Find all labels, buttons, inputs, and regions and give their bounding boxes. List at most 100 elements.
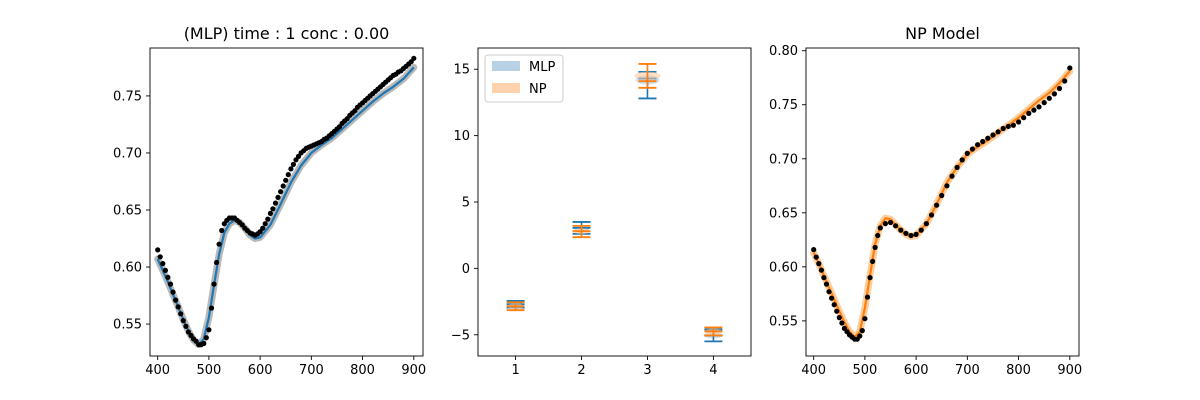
panel-3-data-point (867, 275, 873, 281)
panel-1-title: (MLP) time : 1 conc : 0.00 (184, 24, 390, 43)
panel-1-xtick-label: 900 (401, 363, 426, 378)
panel-3-xtick-label: 900 (1057, 363, 1082, 378)
panel-1-data-point (167, 281, 174, 287)
panel-3-data-point (1031, 107, 1037, 113)
panel-2-xtick-label: 4 (709, 363, 717, 378)
panel-1-xtick-label: 600 (248, 363, 273, 378)
panel-1-ytick-label: 0.60 (113, 261, 142, 276)
panel-3-xtick-label: 600 (904, 363, 929, 378)
panel-3-ytick-label: 0.60 (769, 260, 798, 275)
panel-1-data-point (178, 311, 184, 317)
panel-3-data-point (959, 157, 965, 163)
panel-3-ytick-label: 0.55 (769, 314, 798, 329)
panel-3-plot-area (810, 65, 1074, 342)
panel-1-data-point (211, 281, 217, 287)
panel-3-data-point (857, 333, 863, 339)
panel-3-data-point (928, 212, 935, 218)
panel-3-data-point (877, 225, 883, 231)
panel-3-data-point (818, 267, 825, 273)
panel-1-data-point (160, 261, 166, 267)
panel-3-data-point (862, 316, 868, 322)
panel-3-data-point (829, 295, 835, 301)
panel-3-data-point (913, 231, 919, 237)
panel-3-data-point (944, 183, 950, 189)
panel-3-data-point (1016, 119, 1022, 125)
panel-3-data-point (834, 308, 840, 314)
panel-3-xtick-label: 700 (955, 363, 980, 378)
panel-3-ytick-label: 0.75 (769, 98, 798, 113)
panel-1-data-point (262, 221, 268, 227)
panel-3-data-point (1000, 125, 1006, 132)
panel-3-data-point (964, 150, 970, 156)
panel-1-data-point (216, 241, 222, 247)
panel-1-data-point (219, 227, 225, 234)
panel-3-data-point (934, 202, 940, 208)
panel-3-data-point (918, 227, 924, 233)
panel-1-data-point (170, 289, 176, 295)
panel-violins: 1 2 3 4 −5 0 5 10 15 MLP NP (451, 47, 752, 378)
panel-3-data-point (1067, 65, 1073, 71)
panel-2-axes: 1 2 3 4 −5 0 5 10 15 (451, 47, 752, 378)
panel-3-data-point (1041, 100, 1047, 106)
panel-3-frame (805, 47, 1080, 357)
panel-1-xtick-label: 500 (196, 363, 221, 378)
panel-3-ytick-label: 0.80 (769, 44, 798, 59)
panel-3-data-point (823, 281, 830, 287)
panel-1-ytick-label: 0.70 (113, 146, 142, 161)
panel-2-xtick-label: 1 (511, 363, 519, 378)
panel-2-xtick-label: 3 (643, 363, 651, 378)
panel-3-data-point (836, 315, 842, 321)
panel-3-data-point (1010, 122, 1017, 128)
legend-label-np: NP (529, 82, 547, 97)
panel-3-model-line (812, 70, 1071, 339)
panel-1-frame (149, 47, 424, 357)
panel-3-data-point (975, 142, 981, 148)
panel-2-frame (477, 47, 752, 357)
panel-3-data-point (864, 294, 871, 300)
panel-3-data-point (1046, 95, 1052, 101)
panel-1-data-point (285, 172, 291, 178)
panel-3-data-point (831, 302, 837, 308)
panel-3-data-point (887, 219, 894, 226)
panel-1-data-point (155, 247, 161, 253)
panel-3-axes: 400 500 600 700 800 900 0.55 0.60 0.65 0.70 0.75 0.… (769, 44, 1082, 378)
panel-3-data-point (903, 230, 909, 236)
legend-label-mlp: MLP (529, 60, 555, 75)
panel-2-ytick-label: 5 (462, 196, 470, 211)
panel-3-data-point (980, 138, 986, 145)
panel-1-data-point (203, 335, 209, 341)
panel-3-data-point (872, 244, 878, 250)
panel-3-data-point (1005, 123, 1011, 129)
panel-1-data-point (278, 189, 284, 195)
panel-3-data-point (898, 227, 904, 233)
panel-3-data-point (1051, 91, 1057, 97)
panel-1-xtick-label: 700 (299, 363, 324, 378)
panel-3-data-point (870, 258, 876, 264)
panel-3-data-point (1062, 78, 1068, 84)
panel-3-data-point (908, 232, 914, 239)
panel-1-axes: 400 500 600 700 800 900 0.55 0.60 0.65 0.70 0.75 (113, 47, 426, 378)
panel-1-data-point (183, 323, 189, 329)
panel-3-data-point (969, 146, 976, 152)
legend-swatch-np (492, 83, 520, 93)
panel-1-data-point (411, 55, 417, 61)
panel-1-data-point (201, 340, 207, 347)
panel-1-data-point (288, 166, 294, 172)
panel-3-data-point (954, 164, 960, 170)
panel-2-ytick-label: 15 (453, 63, 470, 78)
panel-1-data-point (275, 194, 281, 200)
panel-1-data-point (272, 200, 279, 206)
panel-2-plot-area (506, 63, 724, 343)
panel-3-data-point (990, 132, 996, 138)
panel-1-data-point (214, 259, 220, 266)
legend: MLP NP (484, 54, 564, 103)
panel-3-data-point (811, 247, 817, 253)
panel-3-data-point (923, 221, 930, 227)
panel-3-data-point (985, 135, 991, 141)
panel-1-ytick-label: 0.75 (113, 89, 142, 104)
panel-1-ytick-label: 0.55 (113, 318, 142, 333)
panel-3-data-point (816, 261, 822, 267)
panel-1-data-point (270, 206, 276, 212)
panel-3-data-point (859, 328, 865, 334)
